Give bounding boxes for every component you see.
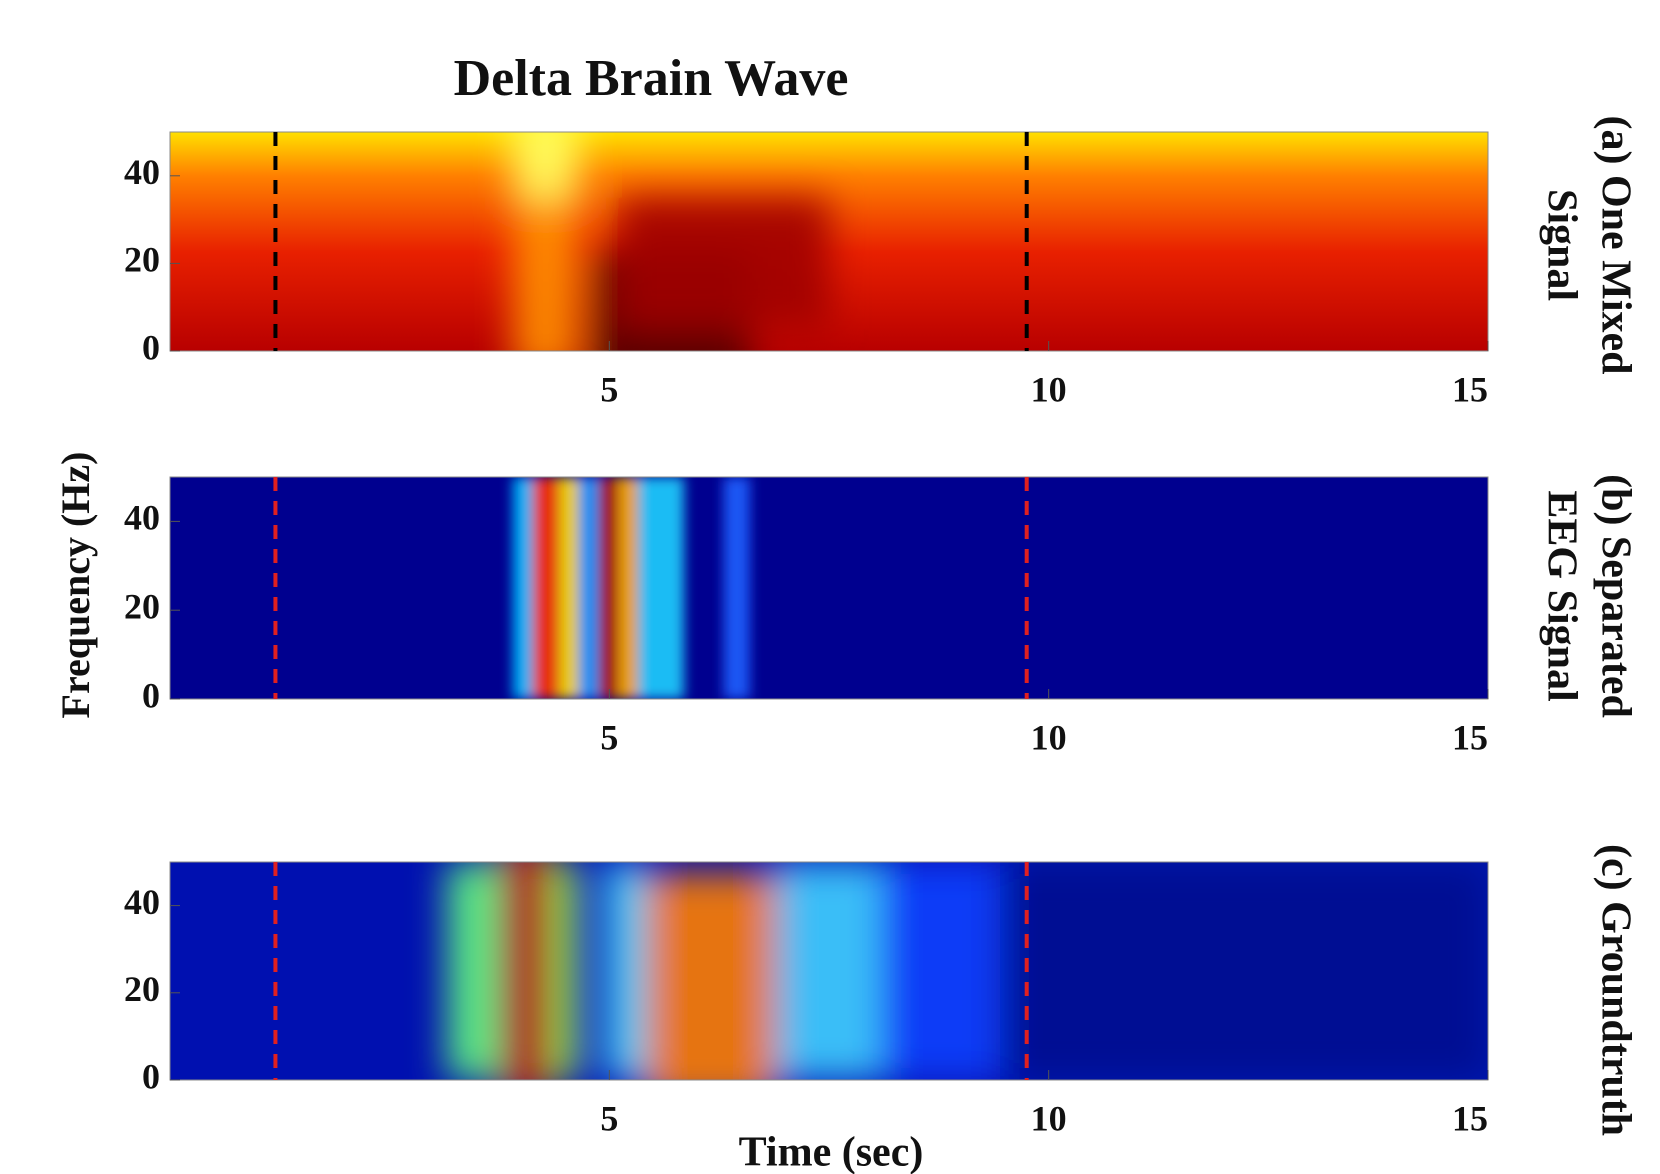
x-tick-label: 5 xyxy=(600,369,618,409)
heatmap-blob xyxy=(637,477,685,699)
x-tick-label: 15 xyxy=(1452,717,1488,757)
spectrogram-panel xyxy=(170,477,1488,699)
heatmap-blob xyxy=(776,862,882,1080)
y-tick-label: 20 xyxy=(124,969,160,1009)
heatmap-blob xyxy=(723,477,750,699)
heatmap-blob xyxy=(552,862,579,1080)
heatmap-blob xyxy=(618,197,829,330)
spectrogram-panel xyxy=(170,132,1488,351)
x-tick-label: 10 xyxy=(1031,369,1067,409)
heatmap-blob xyxy=(532,477,559,699)
x-tick-label: 10 xyxy=(1031,717,1067,757)
panel-label: Signal xyxy=(1538,189,1584,301)
y-axis-label: Frequency (Hz) xyxy=(53,452,98,719)
x-tick-label: 15 xyxy=(1452,1098,1488,1138)
heatmap-blob xyxy=(578,477,599,699)
panel-label: (c) Groundtruth xyxy=(1592,844,1638,1136)
spectrogram-panel xyxy=(170,862,1488,1080)
plot-frame xyxy=(169,476,1489,700)
y-tick-label: 0 xyxy=(142,327,160,367)
heatmap-texture xyxy=(446,862,1488,1080)
heatmap-blob xyxy=(499,862,553,1080)
heatmap-blob xyxy=(598,477,619,699)
heatmap-blob xyxy=(604,862,645,1080)
heatmap-background xyxy=(170,477,1488,699)
heatmap-blob xyxy=(446,862,500,1080)
heatmap-blob xyxy=(558,477,579,699)
y-tick-label: 0 xyxy=(142,1056,160,1096)
x-axis-label: Time (sec) xyxy=(739,1130,924,1174)
heatmap-blob xyxy=(644,872,777,1080)
plot-frame xyxy=(169,131,1489,352)
heatmap-blob xyxy=(512,197,579,351)
y-tick-label: 40 xyxy=(124,152,160,192)
panel-label: (a) One Mixed xyxy=(1592,116,1638,375)
heatmap-blob xyxy=(618,477,638,699)
y-tick-label: 20 xyxy=(124,240,160,280)
x-tick-label: 5 xyxy=(600,717,618,757)
x-tick-label: 10 xyxy=(1031,1098,1067,1138)
x-tick-label: 15 xyxy=(1452,369,1488,409)
heatmap-blob xyxy=(881,862,1001,1080)
panel-label: EEG Signal xyxy=(1538,490,1584,701)
y-tick-label: 20 xyxy=(124,586,160,626)
heatmap-texture xyxy=(512,132,829,351)
y-tick-label: 40 xyxy=(124,498,160,538)
panel-label: (b) Separated xyxy=(1592,474,1638,718)
heatmap-texture xyxy=(512,477,750,699)
figure-title: Delta Brain Wave xyxy=(454,50,849,107)
plot-frame xyxy=(169,861,1489,1081)
heatmap-blob xyxy=(1000,862,1488,1080)
y-tick-label: 40 xyxy=(124,882,160,922)
x-tick-label: 5 xyxy=(600,1098,618,1138)
heatmap-blob xyxy=(512,132,579,209)
y-tick-label: 0 xyxy=(142,675,160,715)
